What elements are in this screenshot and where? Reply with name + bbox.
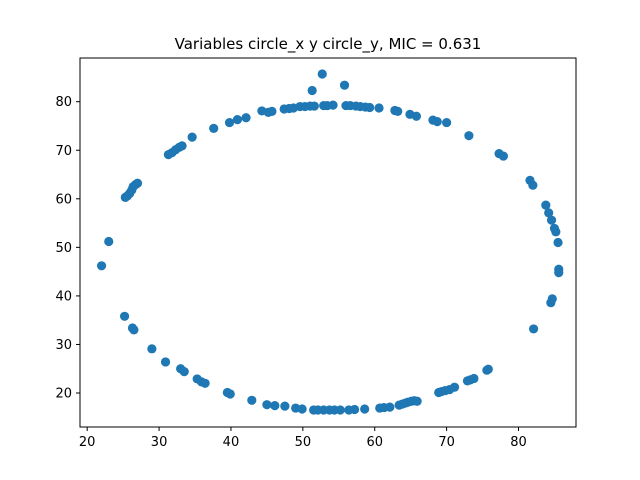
data-point <box>200 378 210 388</box>
x-tick-label: 80 <box>510 435 527 450</box>
data-point <box>551 227 561 237</box>
data-point <box>385 402 395 412</box>
data-point <box>412 396 422 406</box>
data-point <box>360 404 370 414</box>
data-point <box>339 80 350 90</box>
data-point <box>328 100 338 110</box>
data-point <box>317 69 327 79</box>
data-point <box>553 237 563 248</box>
data-point <box>393 106 403 117</box>
data-point <box>547 294 557 304</box>
data-point <box>247 395 257 405</box>
y-tick-label: 50 <box>55 241 72 256</box>
data-point <box>432 117 442 127</box>
data-point <box>546 215 557 225</box>
data-point <box>498 151 508 161</box>
y-tick-label: 40 <box>55 289 72 304</box>
data-point <box>297 404 307 414</box>
data-point <box>307 85 317 96</box>
data-point <box>335 405 345 415</box>
data-point <box>280 401 290 411</box>
x-tick-label: 60 <box>366 435 383 450</box>
data-point <box>96 261 107 271</box>
axes-frame <box>79 57 577 428</box>
data-point <box>187 132 197 142</box>
data-point <box>541 200 551 210</box>
data-point <box>483 364 493 374</box>
data-point <box>209 123 219 134</box>
data-point <box>449 382 460 392</box>
y-tick-label: 80 <box>55 95 72 110</box>
data-point <box>177 141 187 151</box>
x-tick-label: 40 <box>223 435 240 450</box>
y-tick-label: 30 <box>55 338 72 353</box>
x-tick-label: 30 <box>151 435 168 450</box>
data-point <box>224 117 235 128</box>
x-tick-label: 50 <box>295 435 312 450</box>
data-point <box>349 404 360 415</box>
data-point <box>442 117 452 128</box>
data-point <box>365 102 375 113</box>
data-point <box>132 178 143 188</box>
data-point <box>225 389 235 399</box>
data-points <box>96 69 564 415</box>
data-point <box>464 131 474 141</box>
data-point <box>104 236 114 247</box>
data-point <box>232 115 243 125</box>
axes: 20 30 40 50 60 70 80 20 30 40 50 60 70 80 <box>55 57 577 450</box>
data-point <box>528 180 538 190</box>
chart-title: Variables circle_x y circle_y, MIC = 0.6… <box>175 35 482 54</box>
data-point <box>411 111 422 121</box>
data-point <box>374 103 384 113</box>
x-tick-label: 70 <box>438 435 455 450</box>
data-point <box>309 101 319 111</box>
data-point <box>119 311 130 321</box>
data-point <box>129 325 139 335</box>
y-tick-label: 20 <box>55 387 72 402</box>
data-point <box>270 401 280 411</box>
data-point <box>267 106 277 117</box>
y-tick-label: 70 <box>55 144 72 159</box>
data-point <box>160 357 171 367</box>
data-point <box>147 344 157 354</box>
data-point <box>262 400 272 410</box>
y-tick-label: 60 <box>55 192 72 207</box>
data-point <box>528 324 539 334</box>
data-point <box>554 268 564 278</box>
data-point <box>179 367 189 377</box>
data-point <box>544 208 554 218</box>
data-point <box>469 373 479 384</box>
x-tick-label: 20 <box>79 435 96 450</box>
data-point <box>241 113 251 123</box>
